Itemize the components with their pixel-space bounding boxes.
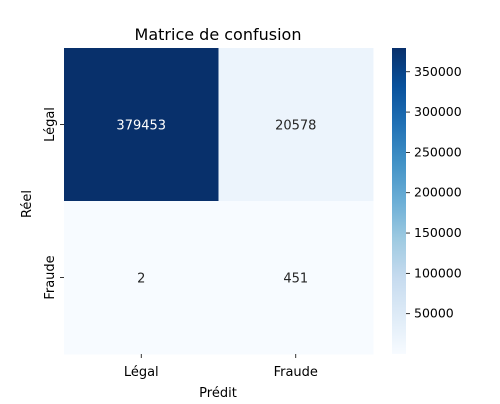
y-tick-label: Légal — [43, 107, 58, 142]
colorbar-tick-label: 300000 — [414, 104, 462, 119]
colorbar-tick-label: 150000 — [414, 225, 462, 240]
heatmap-annotations: 379453 20578 2 451 — [116, 119, 316, 287]
chart-title: Matrice de confusion — [135, 25, 302, 44]
x-tick-label: Fraude — [274, 365, 318, 380]
cell-annotation-r1-c1: 451 — [283, 272, 308, 287]
y-axis-ticks: Légal Fraude — [43, 107, 64, 300]
colorbar-tick-label: 250000 — [414, 144, 462, 159]
colorbar-tick-label: 50000 — [414, 306, 454, 321]
heatmap-cell-r0-c1 — [218, 48, 374, 202]
heatmap-cell-r0-c0 — [64, 48, 219, 202]
heatmap-cells — [64, 48, 374, 355]
colorbar-tick-label: 200000 — [414, 185, 462, 200]
colorbar: 50000 100000 150000 200000 250000 300000 35000… — [392, 48, 462, 354]
heatmap-cell-r1-c0 — [64, 201, 219, 355]
cell-annotation-r0-c1: 20578 — [275, 119, 316, 134]
colorbar-tick-label: 350000 — [414, 64, 462, 79]
x-axis-ticks: Légal Fraude — [124, 354, 318, 380]
y-axis-label: Réel — [20, 190, 35, 218]
heatmap-cell-r1-c1 — [218, 201, 374, 355]
cell-annotation-r1-c0: 2 — [137, 272, 145, 287]
x-axis-label: Prédit — [199, 386, 237, 400]
colorbar-tick-label: 100000 — [414, 265, 462, 280]
y-tick-label: Fraude — [43, 255, 58, 299]
colorbar-gradient — [392, 48, 406, 354]
cell-annotation-r0-c0: 379453 — [116, 119, 166, 134]
x-tick-label: Légal — [124, 365, 159, 380]
